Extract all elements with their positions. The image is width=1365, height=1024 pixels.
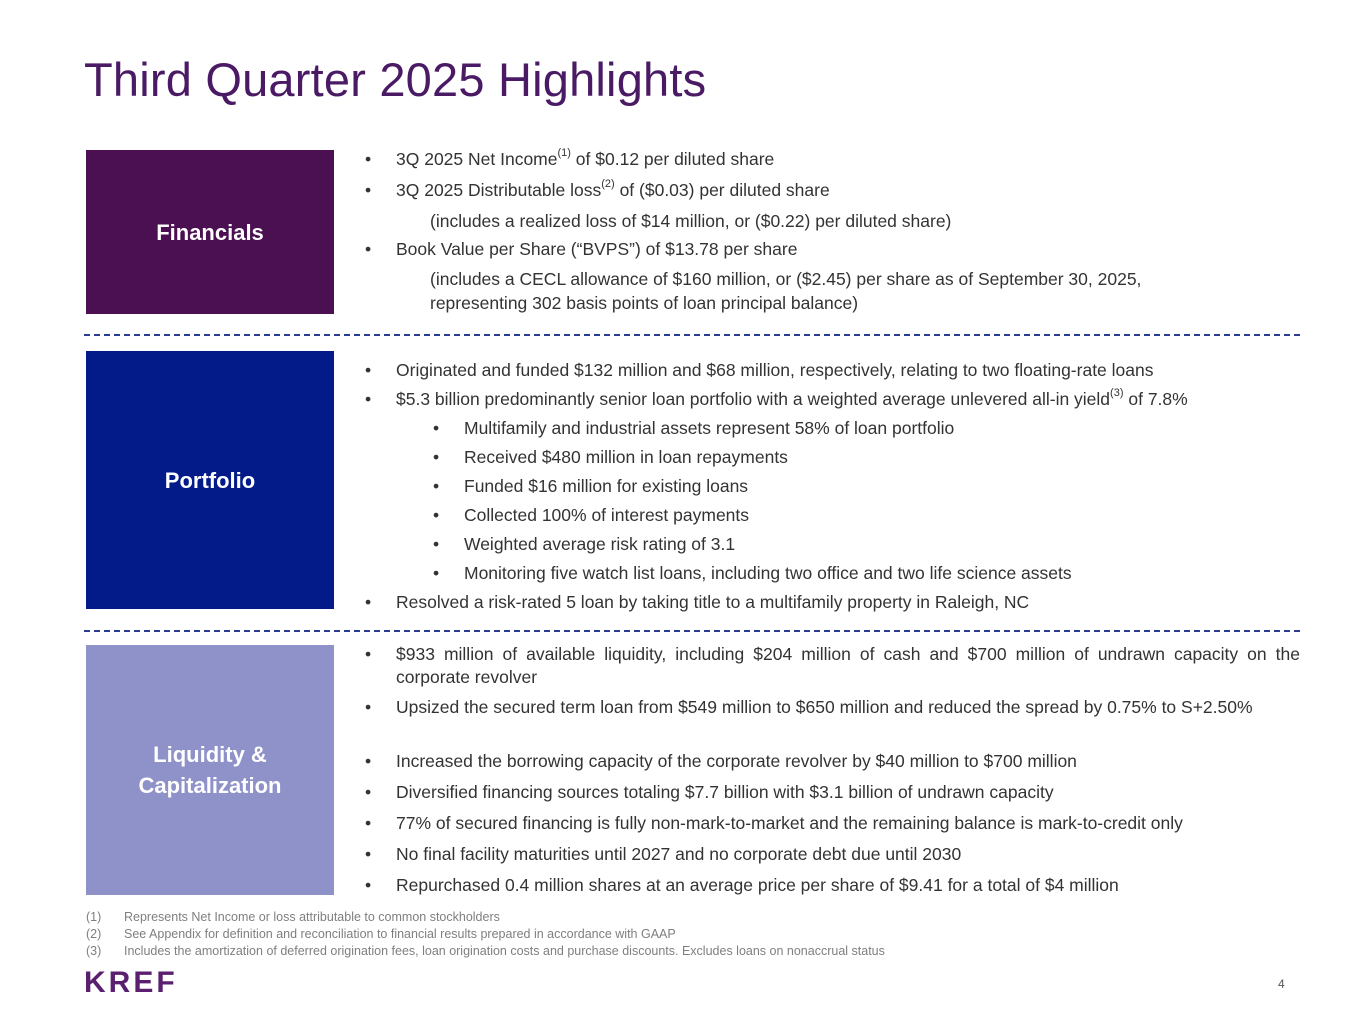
liquidity-bullet: • Repurchased 0.4 million shares at an a…: [365, 875, 1119, 895]
portfolio-sub-bullet: • Received $480 million in loan repayment…: [433, 447, 788, 467]
financials-note-2: (includes a CECL allowance of $160 milli…: [430, 269, 1142, 313]
liquidity-label-box: Liquidity & Capitalization: [86, 645, 334, 895]
footnote: (3) Includes the amortization of deferred…: [86, 944, 885, 958]
financials-label-box: Financials: [86, 150, 334, 314]
liquidity-bullet: • Diversified financing sources totaling…: [365, 782, 1054, 802]
section-divider: [84, 334, 1300, 336]
page-title: Third Quarter 2025 Highlights: [84, 53, 707, 106]
liquidity-bullet: • Increased the borrowing capacity of th…: [365, 751, 1077, 771]
financials-label: Financials: [156, 219, 264, 245]
page-number: 4: [1278, 977, 1285, 991]
portfolio-bullet-2: • $5.3 billion predominantly senior loan…: [365, 387, 1188, 409]
financials-note-1: (includes a realized loss of $14 million…: [430, 211, 952, 231]
portfolio-sub-bullet: • Collected 100% of interest payments: [433, 505, 750, 525]
footnote: (2) See Appendix for definition and recon…: [86, 927, 676, 941]
financials-bullet-1: • 3Q 2025 Net Income(1) of $0.12 per dil…: [365, 147, 775, 169]
section-divider: [84, 630, 1300, 632]
portfolio-label: Portfolio: [164, 467, 256, 493]
portfolio-label-box: Portfolio: [86, 351, 334, 609]
portfolio-sub-bullet: • Multifamily and industrial assets repre…: [433, 418, 955, 438]
portfolio-sub-bullet: • Weighted average risk rating of 3.1: [433, 534, 736, 554]
financials-bullet-2: • 3Q 2025 Distributable loss(2) of ($0.0…: [365, 178, 830, 200]
footnote: (1) Represents Net Income or loss attribu…: [86, 910, 500, 924]
liquidity-bullet: • $933 million of available liquidity, i…: [365, 644, 1300, 687]
kref-logo: KREF: [84, 966, 178, 999]
portfolio-bullet-3: • Resolved a risk-rated 5 loan by taking…: [365, 592, 1030, 612]
liquidity-bullet: • Upsized the secured term loan from $54…: [365, 697, 1253, 717]
liquidity-label: Liquidity & Capitalization: [138, 742, 282, 798]
liquidity-bullet: • 77% of secured financing is fully non-…: [365, 813, 1183, 833]
portfolio-sub-bullet: • Monitoring five watch list loans, inclu…: [433, 563, 1072, 583]
liquidity-bullet: • No final facility maturities until 202…: [365, 844, 962, 864]
portfolio-sub-bullet: • Funded $16 million for existing loans: [433, 476, 749, 496]
portfolio-bullet-1: • Originated and funded $132 million and…: [365, 360, 1154, 380]
financials-bullet-3: • Book Value per Share (“BVPS”) of $13.7…: [365, 239, 798, 259]
